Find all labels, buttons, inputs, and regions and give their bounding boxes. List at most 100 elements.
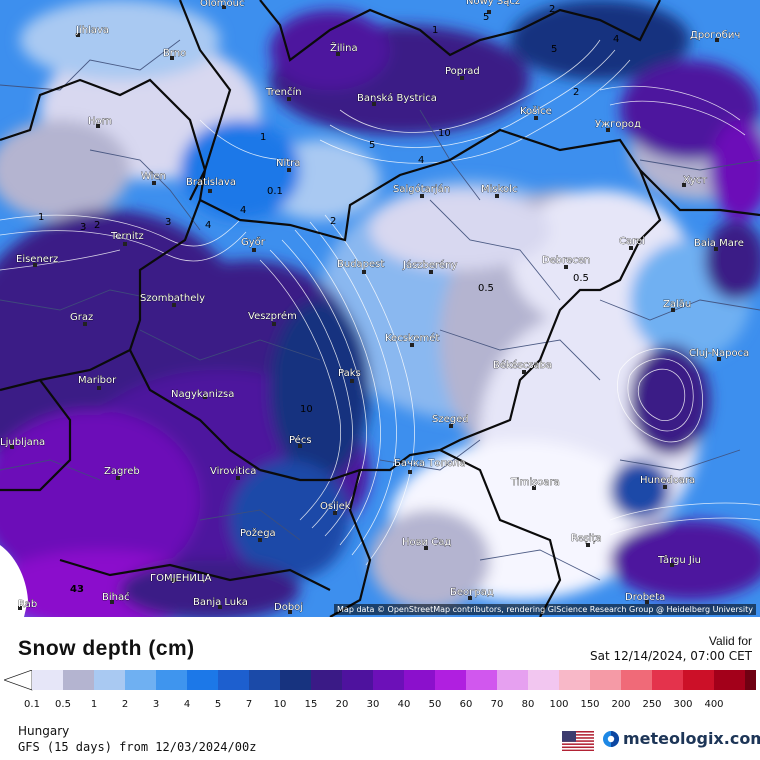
city-marker-bratislava xyxy=(208,189,212,193)
valid-date: Sat 12/14/2024, 07:00 CET xyxy=(590,649,752,663)
meteologix-logo-icon xyxy=(603,730,619,747)
colorbar-swatch xyxy=(683,670,714,690)
city-marker-pe-cs xyxy=(298,444,302,448)
city-label-horn: Horn xyxy=(88,116,112,127)
city-label-poprad: Poprad xyxy=(445,66,480,77)
valid-label: Valid for xyxy=(708,634,752,648)
city-label-nowy-sa-cz: Nowy Sącz xyxy=(466,0,520,7)
contour-label: 3 xyxy=(165,217,171,228)
city-marker-ужгород xyxy=(606,128,610,132)
colorbar-swatch xyxy=(559,670,590,690)
colorbar-swatch xyxy=(745,670,756,690)
city-marker-brno xyxy=(170,56,174,60)
city-label-ljubljana: Ljubljana xyxy=(0,437,45,448)
city-marker-poz-ega xyxy=(258,538,262,542)
city-marker-београд xyxy=(468,596,472,600)
city-label-doboj: Doboj xyxy=(274,602,303,613)
colorbar-swatch xyxy=(218,670,249,690)
brand-logo[interactable]: meteologix.com xyxy=(602,729,760,748)
city-label-бачка-топола: Бачка Топола xyxy=(394,458,466,469)
city-label-ужгород: Ужгород xyxy=(595,119,641,130)
border-cz-sk-at xyxy=(178,0,232,201)
city-label-banja-luka: Banja Luka xyxy=(193,597,248,608)
border-hr-ba xyxy=(59,558,331,591)
colorbar-tick-label: 20 xyxy=(336,699,349,710)
contour-label: 0.5 xyxy=(478,283,494,294)
colorbar-swatch xyxy=(63,670,94,690)
city-marker-miskolc xyxy=(495,194,499,198)
colorbar-tick-label: 40 xyxy=(398,699,411,710)
city-label-szeged: Szeged xyxy=(432,414,469,425)
city-marker-хуст xyxy=(682,183,686,187)
city-label-baia-mare: Baia Mare xyxy=(694,238,744,249)
city-marker-kecskeme-t xyxy=(410,343,414,347)
colorbar-tick-label: 1 xyxy=(91,699,97,710)
city-label-salgo-tarja-n: Salgótarján xyxy=(393,183,450,195)
city-marker-veszpre-m xyxy=(272,322,276,326)
border-hu-ro-rs-hr xyxy=(259,169,662,482)
colorbar-tick-label: 50 xyxy=(429,699,442,710)
map-attribution[interactable]: Map data © OpenStreetMap contributors, r… xyxy=(334,604,756,615)
colorbar-swatch xyxy=(94,670,125,690)
colorbar-tick-label: 60 xyxy=(460,699,473,710)
city-label-budapest: Budapest xyxy=(337,259,384,270)
city-marker-z-ilina xyxy=(336,52,340,56)
colorbar-swatch xyxy=(342,670,373,690)
colorbar-swatch xyxy=(435,670,466,690)
contour-label: 3 xyxy=(80,222,86,233)
city-label-maribor: Maribor xyxy=(78,375,117,386)
city-marker-bihac xyxy=(110,600,114,604)
city-marker-salgo-tarja-n xyxy=(420,194,424,198)
border-si-hr xyxy=(0,379,72,492)
contour-label: 4 xyxy=(205,220,211,231)
colorbar-tick-label: 200 xyxy=(611,699,630,710)
city-marker-timis-oara xyxy=(532,486,536,490)
city-marker-zala-u xyxy=(671,308,675,312)
colorbar-swatch xyxy=(311,670,342,690)
city-label-paks: Paks xyxy=(338,368,361,379)
city-label-cluj-napoca: Cluj-Napoca xyxy=(689,348,749,359)
city-label-kos-ice: Košice xyxy=(520,105,552,117)
colorbar-tick-label: 2 xyxy=(122,699,128,710)
city-marker-nitra xyxy=(287,168,291,172)
city-label-rab: Rab xyxy=(18,599,37,610)
city-marker-banja-luka xyxy=(218,605,222,609)
colorbar-tick-label: 150 xyxy=(580,699,599,710)
city-marker-cluj-napoca xyxy=(717,357,721,361)
us-flag-icon[interactable] xyxy=(562,731,594,751)
border-hu-at-si xyxy=(0,199,202,392)
border-cz-at xyxy=(0,78,207,201)
contour-label: 0.5 xyxy=(573,273,589,284)
city-marker-eisenerz xyxy=(33,263,37,267)
city-marker-maribor xyxy=(97,386,101,390)
colorbar-tick-label: 4 xyxy=(184,699,190,710)
city-marker-дрогобич xyxy=(715,38,719,42)
city-label-drobeta: Drobeta xyxy=(625,592,665,603)
contour-label: 5 xyxy=(369,140,375,151)
colorbar-tick-label: 250 xyxy=(642,699,661,710)
city-marker-olomouc xyxy=(222,5,226,9)
colorbar-tick-label: 5 xyxy=(215,699,221,710)
city-marker-baia-mare xyxy=(714,247,718,251)
colorbar-tick-label: 30 xyxy=(367,699,380,710)
city-label-ternitz: Ternitz xyxy=(110,231,144,242)
city-label-београд: Београд xyxy=(450,587,494,598)
city-marker-kos-ice xyxy=(534,116,538,120)
contour-label: 1 xyxy=(260,132,266,143)
national-borders xyxy=(0,0,760,617)
colorbar-tick-label: 15 xyxy=(305,699,318,710)
city-marker-szombathely xyxy=(172,303,176,307)
city-marker-бачка-топола xyxy=(408,470,412,474)
city-label-нови-сад: Нови Сад xyxy=(402,537,451,548)
city-label-ta-rgu-jiu: Târgu Jiu xyxy=(657,554,701,566)
colorbar-swatch xyxy=(187,670,218,690)
colorbar-tick-label: 0.1 xyxy=(24,699,40,710)
city-label-kecskeme-t: Kecskemét xyxy=(385,332,439,344)
contour-label: 10 xyxy=(300,404,313,415)
snow-depth-map[interactable]: Olomouc Nowy Sącz Jihlava Дрогобич Brno Žilin… xyxy=(0,0,760,617)
colorbar-swatch xyxy=(373,670,404,690)
city-marker-virovitica xyxy=(236,476,240,480)
city-marker-szeged xyxy=(449,424,453,428)
legend-title: Snow depth (cm) xyxy=(18,637,195,660)
